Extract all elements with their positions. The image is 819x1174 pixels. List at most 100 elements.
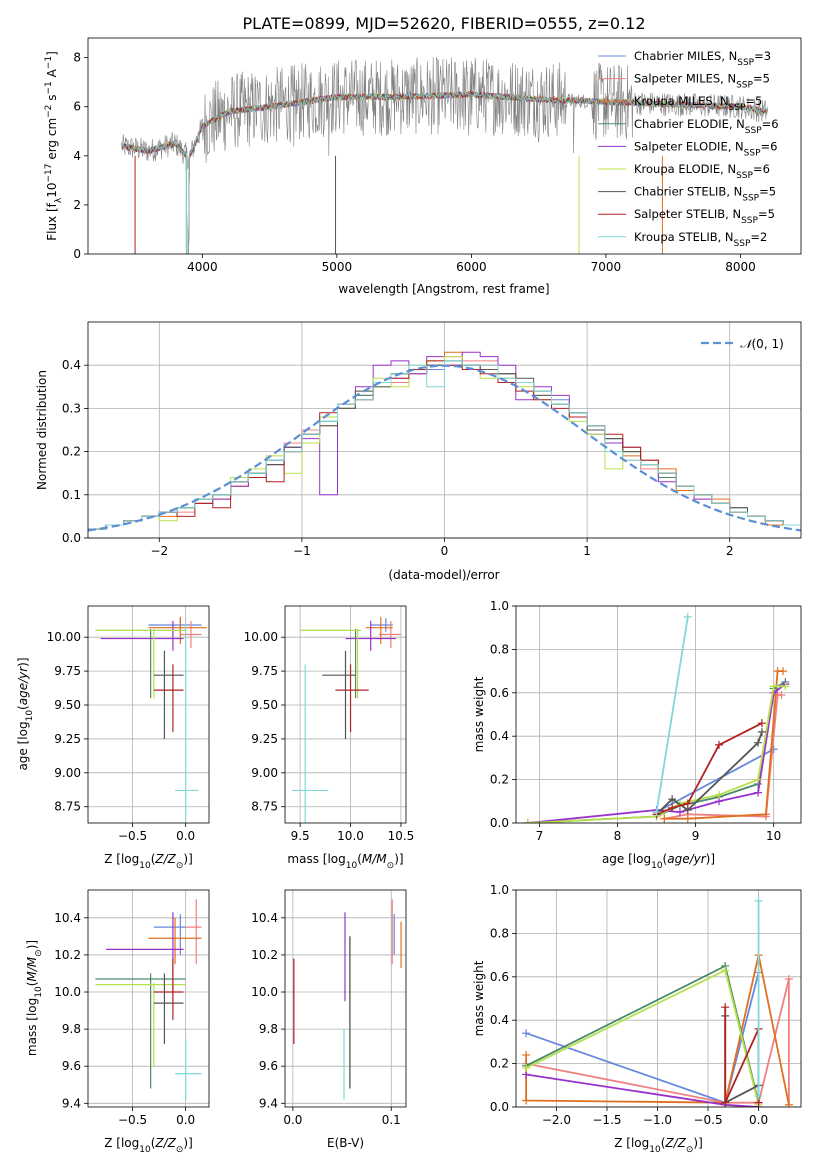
marker-plus	[522, 1029, 531, 1038]
label-part: (data-model)/error	[388, 568, 499, 582]
label-part: Kroupa MILES, N	[634, 94, 729, 108]
axis-label: E(B-V)	[327, 1136, 364, 1150]
axis-label: Salpeter STELIB, NSSP=5	[634, 207, 775, 226]
axes-frame	[87, 37, 802, 255]
y-tick-label: 10.00	[47, 630, 81, 644]
marker-plus	[523, 819, 532, 823]
label-part: Salpeter ELODIE, N	[634, 139, 744, 153]
y-tick-label: 8	[73, 51, 81, 65]
marker-plus	[675, 808, 684, 817]
axes-frame	[284, 889, 407, 1108]
label-part: log	[25, 998, 39, 1016]
y-tick-label: 0.8	[490, 926, 509, 940]
x-tick-label: 8000	[725, 260, 756, 274]
weight-line-3	[525, 964, 760, 1103]
label-part: 10	[346, 861, 358, 871]
label-part: (	[661, 1136, 666, 1150]
label-part: Normed distribution	[35, 370, 49, 490]
label-part: Z [	[104, 1136, 121, 1150]
axis-label: (data-model)/error	[388, 568, 499, 582]
label-part: =3	[754, 49, 771, 63]
marker-plus	[683, 612, 692, 621]
axis-label: mass weight	[472, 960, 486, 1036]
label-part: SSP	[729, 103, 746, 113]
label-part: Z/Z	[664, 1136, 686, 1150]
marker-plus	[784, 1100, 793, 1107]
label-part: 10	[139, 1145, 151, 1155]
label-part: mass [	[287, 852, 327, 866]
label-part: age [	[16, 740, 30, 771]
x-tick-label: −1	[293, 544, 311, 558]
label-part: λ	[54, 197, 64, 203]
y-tick-label: 10.4	[251, 911, 278, 925]
y-tick-label: 0.3	[62, 401, 81, 415]
label-part: (	[151, 1136, 156, 1150]
y-tick-label: 8.75	[251, 800, 278, 814]
axes-frame	[515, 605, 802, 824]
y-tick-label: 9.50	[251, 698, 278, 712]
label-part: ⊙	[176, 861, 184, 871]
y-tick-label: 9.75	[251, 664, 278, 678]
marker-plus	[754, 738, 763, 747]
label-part: ⊙	[34, 949, 44, 957]
plot-area	[95, 616, 207, 823]
x-tick-label: −0.5	[118, 829, 147, 843]
label-part: M/M	[25, 956, 39, 981]
marker-plus	[784, 974, 793, 983]
label-part: 10	[651, 861, 663, 871]
x-tick-label: 9.5	[291, 829, 310, 843]
label-part: =2	[750, 230, 767, 244]
plot-area	[121, 57, 768, 254]
y-tick-label: 9.00	[54, 766, 81, 780]
y-tick-label: 0.6	[490, 970, 509, 984]
label-part: 10	[649, 1145, 661, 1155]
y-tick-label: 10.0	[54, 985, 81, 999]
label-part: SSP	[742, 194, 759, 204]
label-part: =6	[762, 117, 779, 131]
label-part: ]	[45, 51, 59, 56]
axis-label: mass [log10(M/M⊙)]	[25, 940, 44, 1056]
marker-plus	[683, 799, 692, 808]
figure-title: PLATE=0899, MJD=52620, FIBERID=0555, z=0…	[242, 14, 645, 33]
label-part: SSP	[734, 239, 751, 249]
panel-mass_vs_EBV: 0.0 0.1 9.4 9.6 9.8 10.0 10.2 10.4 E(B-V)	[251, 889, 407, 1150]
gaussian-curve	[88, 364, 801, 532]
marker-plus	[522, 1063, 531, 1072]
x-tick-label: 5000	[322, 260, 353, 274]
marker-plus	[754, 775, 763, 784]
axis-label: Normed distribution	[35, 370, 49, 490]
label-part: )]	[183, 852, 192, 866]
y-tick-label: 0.2	[490, 773, 509, 787]
axis-label: 𝒩(0, 1)	[740, 337, 784, 351]
label-part: 10	[25, 710, 35, 722]
label-part: =5	[758, 207, 775, 221]
y-tick-label: 0.0	[490, 816, 509, 830]
y-tick-label: 8.75	[54, 800, 81, 814]
label-part: Z/Z	[154, 852, 176, 866]
plot-area	[292, 616, 401, 823]
y-tick-label: 0.0	[490, 1100, 509, 1114]
marker-plus	[721, 1003, 730, 1012]
label-part: 10	[139, 861, 151, 871]
label-part: (	[151, 852, 156, 866]
y-tick-label: 10.00	[244, 630, 278, 644]
label-part: Chabrier MILES, N	[634, 49, 737, 63]
label-part: Z [	[614, 1136, 631, 1150]
label-part: mass weight	[472, 960, 486, 1036]
y-tick-label: 0.0	[62, 531, 81, 545]
label-part: age [	[602, 852, 633, 866]
label-part: =5	[745, 94, 762, 108]
axes-frame	[87, 889, 210, 1108]
label-part: )]	[25, 940, 39, 949]
label-part: SSP	[744, 148, 761, 158]
label-part: 𝒩	[740, 337, 755, 351]
marker-plus	[683, 814, 692, 823]
x-tick-label: 4000	[187, 260, 218, 274]
x-tick-label: 1	[583, 544, 591, 558]
axis-label: Z [log10(Z/Z⊙)]	[104, 1136, 193, 1155]
y-tick-label: 1.0	[490, 599, 509, 613]
x-tick-label: 6000	[456, 260, 487, 274]
